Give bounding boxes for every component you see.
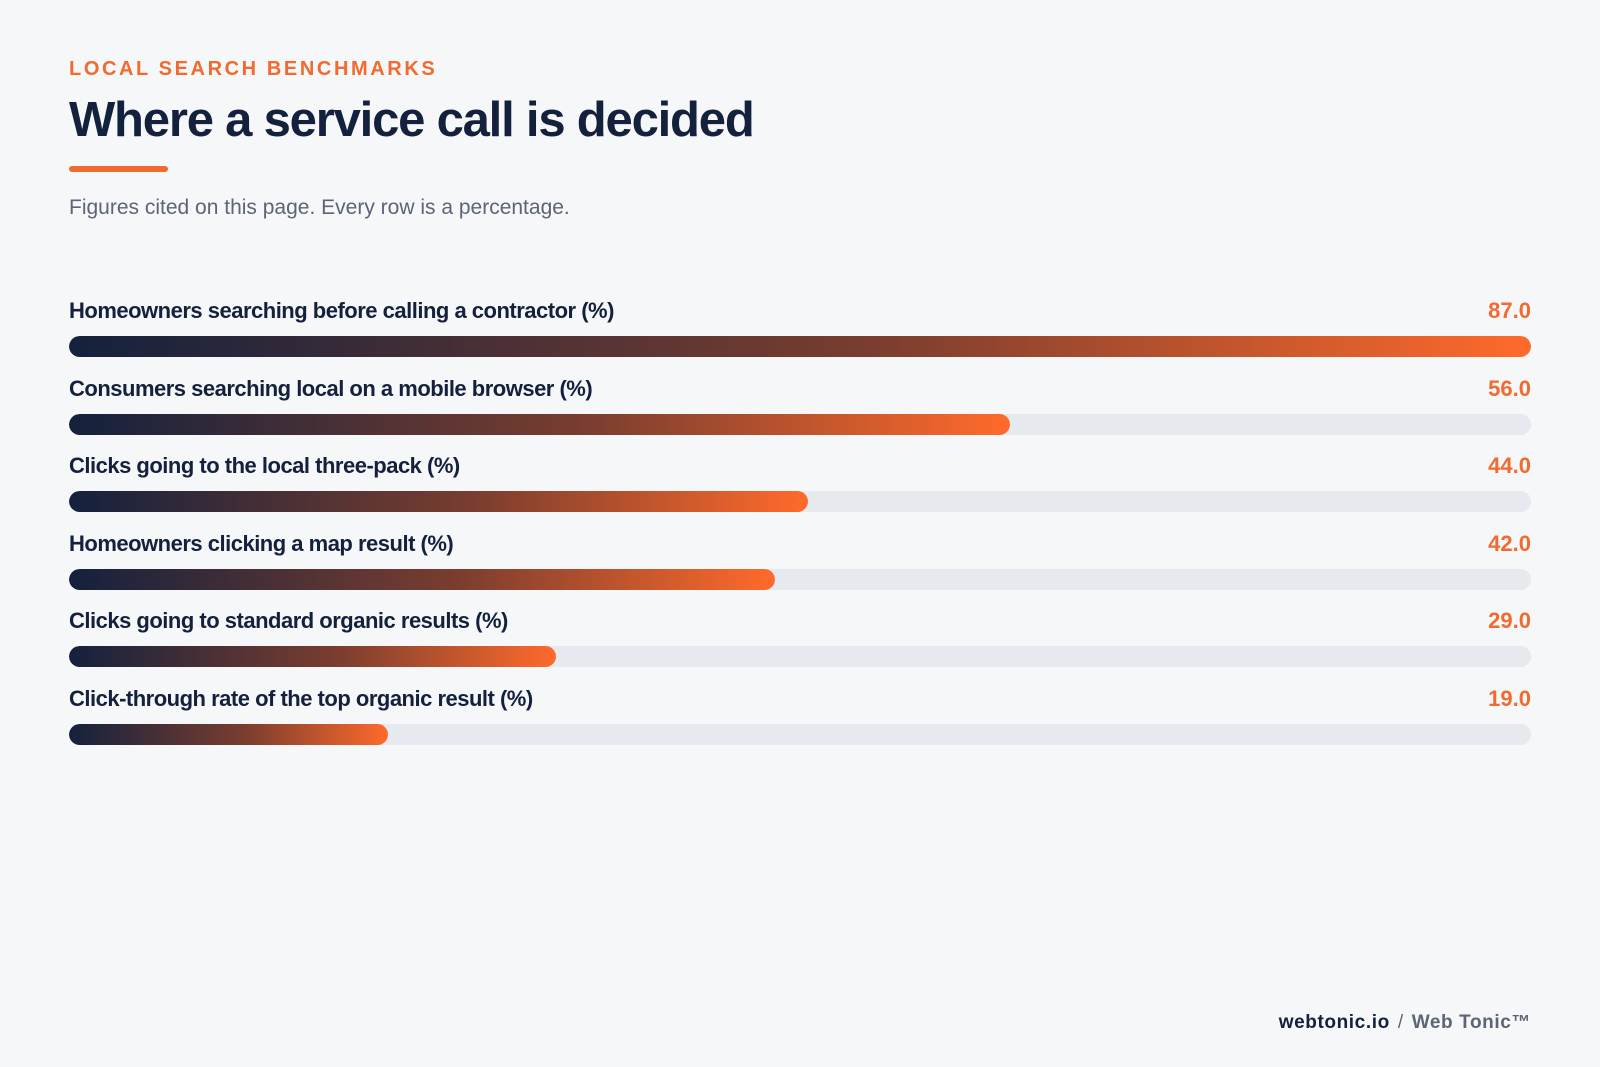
bar-label: Homeowners clicking a map result (%) — [69, 530, 454, 556]
bar-value-label: 87.0 — [1488, 298, 1531, 323]
bar — [69, 491, 809, 512]
bar-value-label: 44.0 — [1488, 453, 1531, 478]
bar — [69, 646, 557, 667]
footer-site[interactable]: webtonic.io — [1278, 1012, 1390, 1033]
bar-label: Click-through rate of the top organic re… — [69, 685, 533, 711]
bar-value-label: 19.0 — [1488, 685, 1531, 711]
bar-track — [69, 413, 1531, 435]
bar-track — [69, 646, 1531, 667]
bar-label: Consumers searching local on a mobile br… — [69, 375, 593, 401]
bar — [69, 413, 1011, 435]
bar — [69, 336, 1531, 357]
page: LOCAL SEARCH BENCHMARKS Where a service … — [69, 0, 1531, 1067]
footer-credit: webtonic.io / Web Tonic™ — [1279, 1012, 1531, 1034]
title-underline — [69, 166, 168, 172]
bar-track — [69, 568, 1531, 590]
chart-row: Click-through rate of the top organic re… — [69, 686, 1531, 764]
bar-track — [69, 336, 1531, 357]
bar-label: Homeowners searching before calling a co… — [69, 298, 614, 323]
bar — [69, 568, 775, 590]
chart-row: Clicks going to standard organic results… — [69, 608, 1531, 686]
bar-value-label: 42.0 — [1488, 530, 1531, 556]
footer-separator: / — [1397, 1012, 1404, 1033]
bar-track — [69, 491, 1531, 512]
chart-row: Clicks going to the local three-pack (%)… — [69, 453, 1531, 531]
chart-row: Homeowners searching before calling a co… — [69, 298, 1531, 376]
bar-value-label: 56.0 — [1488, 375, 1531, 401]
page-subtitle: Figures cited on this page. Every row is… — [69, 196, 570, 219]
bar-label: Clicks going to standard organic results… — [69, 608, 508, 633]
bar — [69, 723, 389, 745]
section-kicker: LOCAL SEARCH BENCHMARKS — [69, 58, 438, 80]
chart-row: Homeowners clicking a map result (%) 42.0 — [69, 531, 1531, 609]
bar-label: Clicks going to the local three-pack (%) — [69, 453, 460, 478]
chart-row: Consumers searching local on a mobile br… — [69, 376, 1531, 454]
page-title: Where a service call is decided — [69, 93, 755, 147]
bar-value-label: 29.0 — [1488, 608, 1531, 633]
footer-brand: Web Tonic™ — [1411, 1012, 1531, 1033]
bar-track — [69, 723, 1531, 745]
bar-chart: Homeowners searching before calling a co… — [69, 298, 1531, 763]
